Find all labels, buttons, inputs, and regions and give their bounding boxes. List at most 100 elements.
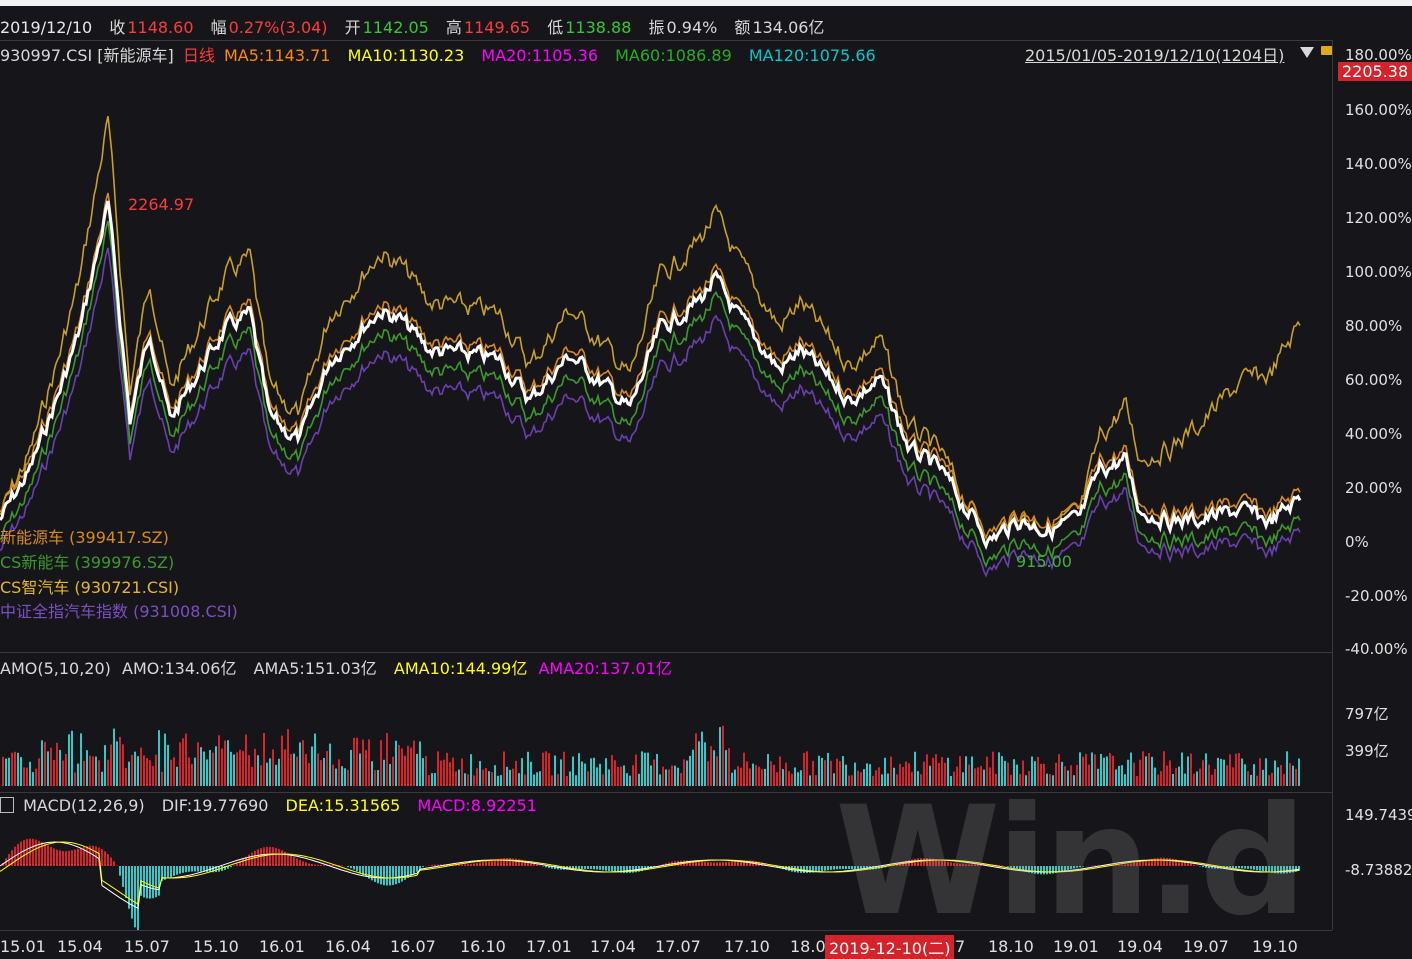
amo-bar bbox=[1103, 757, 1105, 786]
macd-bar bbox=[182, 866, 184, 873]
macd-bar bbox=[1040, 866, 1042, 875]
security-code[interactable]: 930997.CSI [新能源车] bbox=[0, 46, 174, 65]
macd-bar bbox=[1178, 860, 1180, 866]
macd-bar bbox=[698, 861, 700, 866]
amo-bar bbox=[1217, 757, 1219, 786]
amo-bar bbox=[383, 759, 385, 786]
amo-bar bbox=[35, 768, 37, 786]
amo-bar bbox=[464, 773, 466, 786]
macd-bar bbox=[119, 866, 121, 876]
macd-bar bbox=[491, 859, 493, 866]
macd-bar bbox=[260, 848, 262, 866]
amo-bar bbox=[479, 761, 481, 786]
macd-bar bbox=[134, 866, 136, 928]
amo-bar bbox=[995, 773, 997, 786]
amo-bar bbox=[1232, 767, 1234, 786]
divider bbox=[0, 652, 1332, 653]
amo-bar bbox=[137, 756, 139, 786]
x-axis-label: 16.04 bbox=[325, 937, 371, 956]
amo-bar bbox=[95, 756, 97, 786]
amo-bar bbox=[851, 775, 853, 786]
lock-icon[interactable] bbox=[1321, 46, 1333, 55]
macd-bar bbox=[59, 850, 61, 866]
amo-bar bbox=[950, 775, 952, 786]
macd-bar bbox=[1289, 866, 1291, 873]
macd-bar bbox=[1061, 866, 1063, 872]
macd-bar bbox=[377, 866, 379, 884]
macd-bar bbox=[1238, 866, 1240, 869]
macd-bar bbox=[689, 860, 691, 866]
amo-bar bbox=[923, 761, 925, 786]
y-axis-label: 140.00% bbox=[1345, 155, 1412, 173]
x-axis-label: 19.07 bbox=[1183, 937, 1229, 956]
amo-bar bbox=[905, 761, 907, 786]
amo-bar bbox=[530, 761, 532, 786]
amo-bar bbox=[959, 756, 961, 786]
macd-bar bbox=[1037, 866, 1039, 875]
main-chart[interactable] bbox=[0, 0, 1332, 930]
macd-bar bbox=[362, 866, 364, 875]
amo-bar bbox=[170, 759, 172, 786]
macd-bar bbox=[470, 863, 472, 866]
macd-bar bbox=[155, 866, 157, 898]
amo-bar bbox=[38, 758, 40, 786]
macd-bar bbox=[1136, 862, 1138, 866]
macd-bar bbox=[851, 866, 853, 870]
triangle-down-icon[interactable] bbox=[1300, 47, 1314, 58]
amo-bar bbox=[584, 763, 586, 786]
macd-bar bbox=[812, 866, 814, 873]
amo-bar bbox=[74, 772, 76, 786]
macd-bar bbox=[623, 866, 625, 873]
macd-bar bbox=[704, 861, 706, 866]
macd-bar bbox=[473, 863, 475, 866]
amo-bar bbox=[749, 768, 751, 786]
amo-bar bbox=[896, 774, 898, 786]
amo-bar bbox=[503, 751, 505, 786]
amo-bar bbox=[860, 772, 862, 786]
macd-bar bbox=[458, 864, 460, 866]
amo-bar bbox=[698, 741, 700, 786]
amo-bar bbox=[518, 773, 520, 786]
macd-bar bbox=[1007, 866, 1009, 867]
amo-bar bbox=[968, 764, 970, 786]
amo-bar bbox=[779, 756, 781, 786]
macd-bar bbox=[710, 862, 712, 866]
low-label: 低 bbox=[547, 18, 564, 37]
period-label[interactable]: 日线 bbox=[182, 46, 215, 65]
amo-bar bbox=[623, 765, 625, 786]
amo-bar bbox=[797, 772, 799, 786]
macd-bar bbox=[1271, 866, 1273, 873]
amo-bar bbox=[1298, 758, 1300, 786]
macd-bar bbox=[1157, 857, 1159, 866]
x-axis-label: 16.10 bbox=[460, 937, 506, 956]
amo-bar bbox=[707, 761, 709, 786]
macd-bar bbox=[1169, 858, 1171, 866]
macd-bar bbox=[1247, 866, 1249, 869]
macd-bar bbox=[338, 864, 340, 866]
macd-bar bbox=[290, 855, 292, 866]
y-axis-label: 20.00% bbox=[1345, 479, 1403, 497]
macd-bar bbox=[830, 866, 832, 870]
macd-bar bbox=[1046, 866, 1048, 875]
macd-bar bbox=[1049, 866, 1051, 874]
amo-bar bbox=[1145, 756, 1147, 786]
macd-bar bbox=[74, 849, 76, 866]
macd-bar bbox=[617, 866, 619, 873]
macd-bar bbox=[83, 846, 85, 866]
amo-bar bbox=[1076, 764, 1078, 786]
amo-bar bbox=[1127, 759, 1129, 786]
amo-bar bbox=[824, 760, 826, 786]
date-range-selector[interactable]: 2015/01/05-2019/12/10(1204日) bbox=[1025, 42, 1288, 66]
amo-bar bbox=[353, 737, 355, 786]
macd-bar bbox=[227, 866, 229, 869]
macd-bar bbox=[596, 866, 598, 870]
amo-bar bbox=[329, 743, 331, 786]
macd-bar bbox=[743, 860, 745, 866]
amo-bar bbox=[338, 759, 340, 786]
question-icon[interactable] bbox=[0, 797, 14, 813]
macd-bar bbox=[701, 861, 703, 866]
amo-bar bbox=[848, 775, 850, 786]
amo-bar bbox=[1184, 773, 1186, 786]
amo-bar bbox=[416, 753, 418, 786]
macd-bar bbox=[533, 863, 535, 866]
